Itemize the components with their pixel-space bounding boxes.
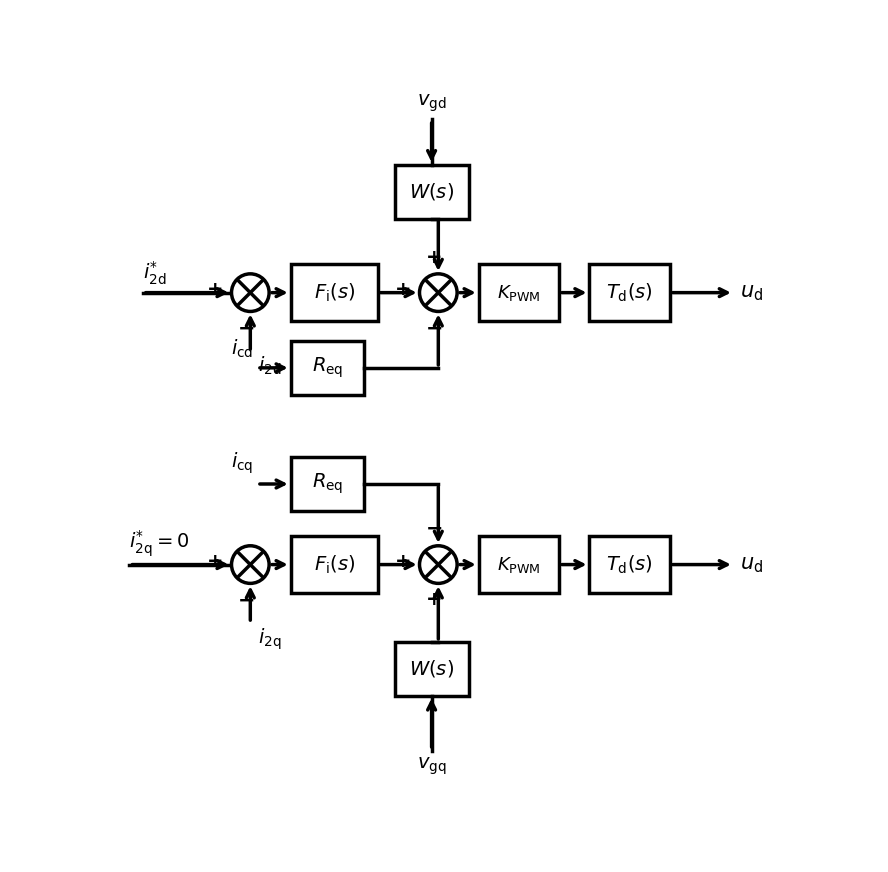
- Text: $W(s)$: $W(s)$: [409, 181, 454, 202]
- Text: $i_{2\mathrm{q}}$: $i_{2\mathrm{q}}$: [258, 626, 281, 652]
- Text: $T_{\mathrm{d}}(s)$: $T_{\mathrm{d}}(s)$: [607, 282, 653, 303]
- Text: +: +: [395, 552, 411, 570]
- Text: $v_{\mathrm{gq}}$: $v_{\mathrm{gq}}$: [416, 756, 447, 778]
- Circle shape: [419, 274, 457, 311]
- Bar: [290, 536, 378, 593]
- Text: −: −: [237, 318, 255, 338]
- Bar: [590, 536, 670, 593]
- Text: $T_{\mathrm{d}}(s)$: $T_{\mathrm{d}}(s)$: [607, 554, 653, 576]
- Text: $v_{\mathrm{gd}}$: $v_{\mathrm{gd}}$: [416, 92, 447, 114]
- Text: +: +: [395, 280, 411, 299]
- Text: $K_{\mathrm{PWM}}$: $K_{\mathrm{PWM}}$: [497, 555, 541, 575]
- Text: +: +: [207, 552, 224, 570]
- Bar: [290, 264, 378, 321]
- Bar: [590, 264, 670, 321]
- Circle shape: [419, 546, 457, 583]
- Bar: [290, 457, 364, 511]
- Text: $F_{\mathrm{i}}(s)$: $F_{\mathrm{i}}(s)$: [313, 554, 355, 576]
- Text: −: −: [237, 590, 255, 610]
- Bar: [394, 165, 469, 219]
- Text: +: +: [426, 249, 442, 267]
- Circle shape: [232, 274, 269, 311]
- Text: $i_{2\mathrm{d}}$: $i_{2\mathrm{d}}$: [258, 355, 281, 378]
- Text: $R_{\mathrm{eq}}$: $R_{\mathrm{eq}}$: [312, 356, 343, 380]
- Bar: [479, 536, 559, 593]
- Text: $K_{\mathrm{PWM}}$: $K_{\mathrm{PWM}}$: [497, 283, 541, 303]
- Bar: [394, 642, 469, 696]
- Text: +: +: [426, 590, 442, 609]
- Text: $i_{\mathrm{cd}}$: $i_{\mathrm{cd}}$: [231, 337, 254, 360]
- Text: $i_{\mathrm{cq}}$: $i_{\mathrm{cq}}$: [231, 451, 254, 476]
- Text: −: −: [425, 318, 443, 338]
- Text: +: +: [207, 280, 224, 299]
- Text: $u_{\mathrm{d}}$: $u_{\mathrm{d}}$: [741, 283, 764, 303]
- Bar: [479, 264, 559, 321]
- Text: $u_{\mathrm{d}}$: $u_{\mathrm{d}}$: [741, 555, 764, 575]
- Circle shape: [232, 546, 269, 583]
- Text: $i_{2\mathrm{d}}^{*}$: $i_{2\mathrm{d}}^{*}$: [143, 260, 166, 287]
- Text: $i_{2\mathrm{q}}^{*}=0$: $i_{2\mathrm{q}}^{*}=0$: [130, 528, 190, 559]
- Bar: [290, 341, 364, 395]
- Text: $W(s)$: $W(s)$: [409, 658, 454, 679]
- Text: $F_{\mathrm{i}}(s)$: $F_{\mathrm{i}}(s)$: [313, 282, 355, 303]
- Text: −: −: [425, 519, 443, 539]
- Text: $R_{\mathrm{eq}}$: $R_{\mathrm{eq}}$: [312, 472, 343, 496]
